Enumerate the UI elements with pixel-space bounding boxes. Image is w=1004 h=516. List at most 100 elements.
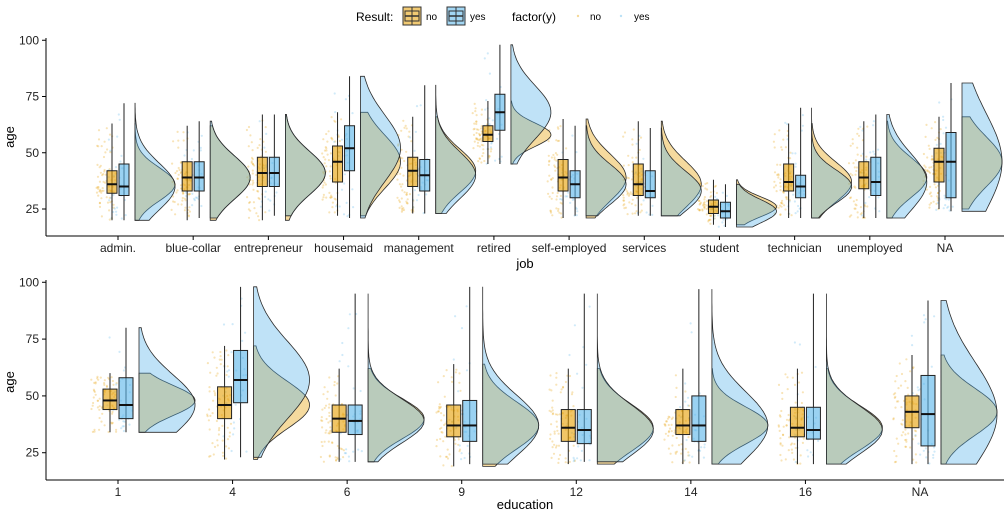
jitter-point-no	[929, 185, 932, 188]
x-tick-label-4: 4	[229, 485, 236, 499]
jitter-point-no	[435, 445, 438, 448]
jitter-point-no	[629, 191, 632, 194]
jitter-point-yes	[807, 455, 810, 458]
jitter-point-yes	[793, 341, 797, 344]
jitter-point-no	[547, 192, 550, 195]
boxplot-yes	[719, 184, 731, 227]
jitter-point-no	[410, 140, 413, 143]
jitter-point-no	[444, 435, 447, 438]
jitter-point-no	[96, 406, 99, 409]
jitter-point-no	[408, 130, 411, 133]
jitter-point-no	[675, 436, 678, 440]
jitter-point-no	[102, 189, 105, 192]
jitter-point-yes	[798, 343, 802, 346]
jitter-point-no	[924, 166, 927, 169]
jitter-point-no	[255, 173, 258, 177]
jitter-point-no	[98, 416, 101, 420]
jitter-point-no	[179, 171, 182, 175]
jitter-point-no	[628, 193, 631, 196]
jitter-point-no	[622, 164, 625, 167]
x-tick-label-entrepreneur: entrepreneur	[234, 241, 303, 255]
jitter-point-no	[928, 192, 931, 195]
box	[632, 163, 644, 196]
jitter-point-no	[251, 163, 255, 166]
jitter-point-yes	[244, 331, 247, 334]
jitter-point-yes	[877, 196, 880, 199]
jitter-point-no	[893, 449, 896, 453]
jitter-point-no	[860, 212, 863, 215]
x-tick-label-management: management	[384, 241, 455, 255]
jitter-point-no	[552, 153, 555, 157]
box	[691, 395, 707, 442]
jitter-point-no	[552, 412, 555, 415]
jitter-point-no	[219, 363, 222, 366]
jitter-point-yes	[690, 331, 693, 334]
jitter-point-no	[854, 159, 858, 162]
jitter-point-no	[480, 125, 483, 128]
jitter-point-no	[213, 445, 217, 448]
density-no	[360, 111, 401, 217]
jitter-point-no	[478, 138, 481, 141]
jitter-point-yes	[935, 143, 938, 146]
jitter-point-no	[669, 452, 672, 455]
jitter-point-no	[779, 181, 782, 184]
jitter-point-no	[257, 215, 260, 218]
jitter-point-no	[208, 386, 211, 389]
jitter-point-no	[208, 390, 211, 393]
jitter-point-yes	[943, 194, 946, 197]
jitter-point-yes	[488, 72, 491, 75]
jitter-point-no	[704, 203, 707, 206]
jitter-point-no	[785, 198, 788, 201]
jitter-point-no	[773, 180, 776, 183]
jitter-point-no	[173, 200, 176, 204]
boxplot-yes	[795, 107, 807, 218]
jitter-point-no	[702, 203, 705, 206]
jitter-point-no	[115, 382, 118, 385]
jitter-point-no	[176, 130, 179, 133]
jitter-point-no	[397, 144, 400, 147]
boxplot-no	[332, 112, 344, 216]
jitter-point-no	[174, 171, 177, 175]
jitter-point-no	[257, 196, 260, 200]
jitter-point-no	[635, 156, 638, 159]
jitter-point-no	[779, 415, 782, 418]
jitter-point-no	[622, 194, 625, 197]
jitter-point-no	[457, 443, 460, 446]
jitter-point-no	[181, 192, 185, 195]
jitter-point-no	[401, 189, 404, 192]
jitter-point-yes	[232, 433, 235, 436]
jitter-point-yes	[465, 369, 469, 372]
jitter-point-no	[549, 374, 552, 377]
jitter-point-no	[258, 219, 261, 222]
jitter-point-no	[677, 444, 681, 447]
jitter-point-no	[634, 204, 637, 207]
jitter-point-no	[251, 162, 254, 165]
jitter-point-no	[905, 438, 908, 441]
jitter-point-yes	[684, 382, 687, 385]
boxplot-yes	[193, 121, 205, 218]
jitter-point-yes	[231, 323, 234, 326]
jitter-point-yes	[571, 198, 574, 201]
boxplot-yes	[576, 293, 592, 462]
box	[233, 349, 249, 404]
jitter-point-no	[675, 386, 678, 389]
jitter-point-no	[490, 148, 493, 151]
jitter-point-no	[445, 369, 448, 372]
jitter-point-no	[922, 179, 925, 182]
jitter-point-no	[222, 454, 225, 457]
jitter-point-yes	[352, 387, 355, 390]
jitter-point-no	[475, 122, 478, 126]
jitter-point-no	[333, 380, 336, 384]
jitter-point-yes	[351, 188, 354, 191]
density-yes	[711, 289, 769, 465]
jitter-point-yes	[345, 201, 348, 204]
jitter-point-no	[175, 191, 178, 194]
jitter-point-no	[226, 426, 229, 429]
jitter-point-no	[551, 406, 554, 409]
jitter-point-no	[854, 203, 857, 206]
jitter-point-no	[176, 189, 179, 192]
jitter-point-no	[251, 179, 254, 182]
jitter-point-no	[622, 199, 626, 202]
jitter-point-no	[849, 144, 852, 147]
